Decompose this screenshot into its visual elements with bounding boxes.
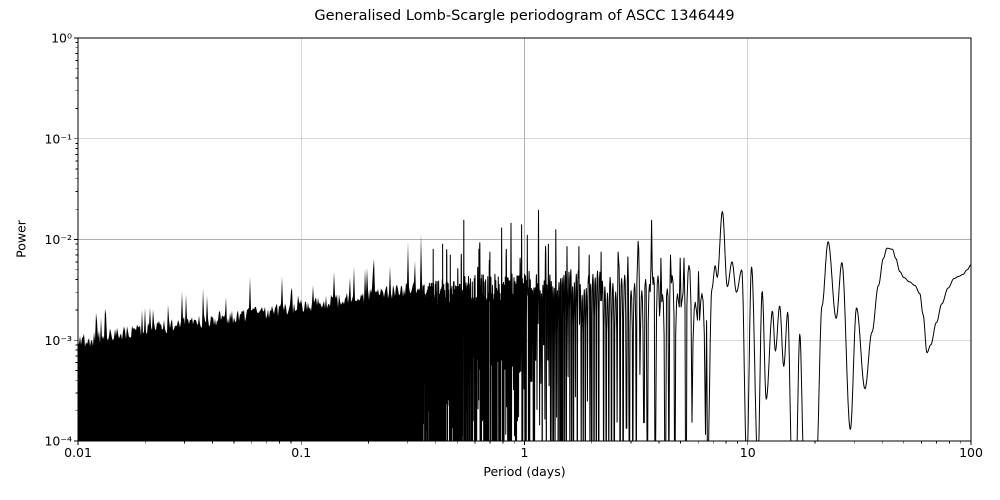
periodogram-curve [422, 209, 971, 441]
x-tick-label: 100 [959, 445, 983, 460]
x-tick-label: 10 [740, 445, 756, 460]
periodogram-dense-fill [78, 233, 423, 441]
y-tick-label: 10⁻⁴ [44, 434, 72, 449]
y-tick-label: 10⁻³ [44, 333, 72, 348]
x-tick-label: 0.1 [291, 445, 311, 460]
y-tick-label: 10⁰ [51, 31, 72, 46]
x-tick-label: 0.01 [64, 445, 92, 460]
y-tick-label: 10⁻² [44, 232, 72, 247]
y-tick-label: 10⁻¹ [44, 131, 72, 146]
x-axis-label: Period (days) [483, 464, 566, 479]
chart-title: Generalised Lomb-Scargle periodogram of … [314, 8, 735, 24]
x-tick-label: 1 [521, 445, 529, 460]
